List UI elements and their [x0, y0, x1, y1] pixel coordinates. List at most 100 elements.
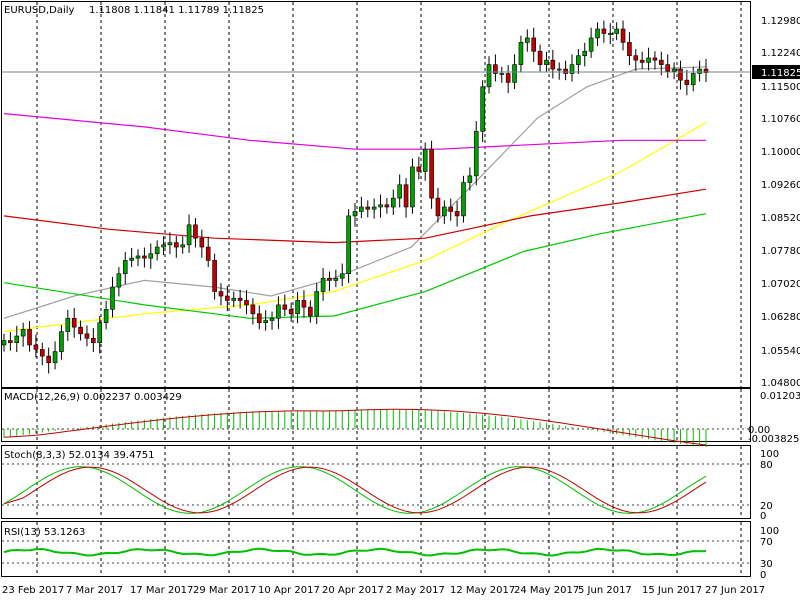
- candle-body: [52, 351, 58, 364]
- candle-body: [301, 300, 307, 308]
- candle-body: [27, 329, 32, 346]
- stoch-tick: 20: [760, 501, 773, 512]
- candle-body: [122, 260, 128, 275]
- candle-body: [422, 148, 428, 172]
- candle-body: [333, 277, 339, 281]
- period-separator-lines: [2, 2, 750, 576]
- candle-body: [671, 68, 677, 72]
- candle-body: [199, 237, 205, 248]
- date-label: 10 Apr 2017: [258, 585, 320, 596]
- candle-body: [601, 28, 607, 34]
- candle-body: [269, 317, 275, 321]
- candle-body: [665, 64, 671, 72]
- candle-body: [429, 148, 434, 199]
- candle-body: [129, 257, 134, 261]
- macd-tick: 0.00: [748, 425, 770, 436]
- candle-body: [480, 86, 485, 132]
- date-label: 24 May 2017: [514, 585, 579, 596]
- candle-body: [288, 309, 294, 315]
- candle-body: [237, 297, 243, 301]
- candle-body: [46, 355, 51, 364]
- candle-body: [505, 73, 511, 83]
- candle-body: [378, 204, 383, 208]
- candle-body: [512, 64, 517, 83]
- candle-body: [486, 64, 492, 88]
- candle-body: [346, 215, 351, 275]
- candle-body: [595, 28, 600, 39]
- candle-body: [71, 317, 77, 328]
- stoch-signal-line: [3, 466, 707, 514]
- candle-body: [454, 211, 460, 217]
- stochastic-indicator: [3, 466, 707, 514]
- candle-body: [263, 320, 268, 324]
- candle-body: [410, 166, 415, 208]
- candle-body: [20, 329, 26, 337]
- candle-body: [154, 246, 160, 255]
- candle-body: [365, 206, 371, 210]
- rsi-tick: 0: [760, 570, 766, 581]
- candle-body: [180, 244, 185, 248]
- candle-body: [212, 260, 217, 292]
- date-label: 23 Feb 2017: [2, 585, 64, 596]
- price-tick: 1.12980: [761, 16, 800, 27]
- candle-body: [78, 326, 83, 335]
- candle-body: [537, 50, 543, 65]
- candle-body: [186, 224, 192, 246]
- macd-header: MACD(12,26,9) 0.002237 0.003429: [4, 392, 182, 403]
- candle-body: [646, 57, 651, 63]
- candle-body: [703, 68, 709, 73]
- candle-body: [627, 42, 632, 57]
- stoch-tick: 0: [760, 511, 766, 522]
- candle-body: [461, 182, 466, 217]
- date-label: 7 Mar 2017: [66, 585, 123, 596]
- rsi-indicator: [3, 547, 707, 557]
- candle-body: [390, 197, 396, 208]
- price-tick: 1.10000: [761, 147, 800, 158]
- candle-body: [314, 291, 320, 317]
- ma-line-gray: [3, 66, 707, 319]
- current-price-box: [752, 65, 800, 79]
- candle-body: [84, 333, 90, 339]
- date-label: 2 May 2017: [386, 585, 445, 596]
- candle-body: [103, 309, 109, 324]
- stoch-panel[interactable]: [1, 445, 751, 519]
- candle-body: [531, 37, 536, 52]
- candle-body: [499, 73, 505, 75]
- candle-body: [435, 197, 441, 217]
- candle-body: [142, 255, 147, 259]
- price-tick: 1.06280: [761, 312, 800, 323]
- price-tick: 1.07020: [761, 279, 800, 290]
- candle-body: [556, 68, 562, 71]
- candle-body: [684, 79, 690, 85]
- candle-body: [371, 206, 377, 210]
- candle-body: [110, 286, 115, 310]
- candle-body: [518, 42, 524, 65]
- candle-body: [639, 59, 645, 63]
- date-label: 17 Mar 2017: [130, 585, 193, 596]
- date-label: 20 Apr 2017: [322, 585, 384, 596]
- main-price-panel[interactable]: [1, 1, 751, 388]
- candle-body: [442, 206, 447, 217]
- candle-body: [116, 273, 122, 288]
- candle-body: [416, 166, 422, 172]
- price-axis[interactable]: 1.12980 1.12240 1.11500 1.10760 1.10000 …: [761, 16, 800, 389]
- candle-body: [225, 295, 230, 301]
- candle-body: [65, 317, 71, 332]
- candle-body: [448, 206, 454, 212]
- candle-body: [8, 340, 13, 344]
- date-label: 5 Jun 2017: [578, 585, 632, 596]
- date-label: 29 Mar 2017: [193, 585, 256, 596]
- candle-body: [525, 37, 530, 43]
- macd-tick: -0.003825: [748, 434, 799, 445]
- stoch-header: Stoch(8,3,3) 52.0134 39.4751: [4, 450, 155, 461]
- candle-body: [256, 313, 262, 324]
- rsi-header: RSI(13) 53.1263: [4, 527, 85, 538]
- candle-body: [320, 277, 326, 292]
- candle-body: [607, 33, 613, 35]
- candle-body: [359, 206, 364, 212]
- current-price-value: 1.11825: [761, 68, 800, 79]
- candle-body: [33, 344, 39, 350]
- candle-body: [614, 28, 619, 34]
- time-axis[interactable]: 23 Feb 2017 7 Mar 2017 17 Mar 2017 29 Ma…: [2, 585, 765, 596]
